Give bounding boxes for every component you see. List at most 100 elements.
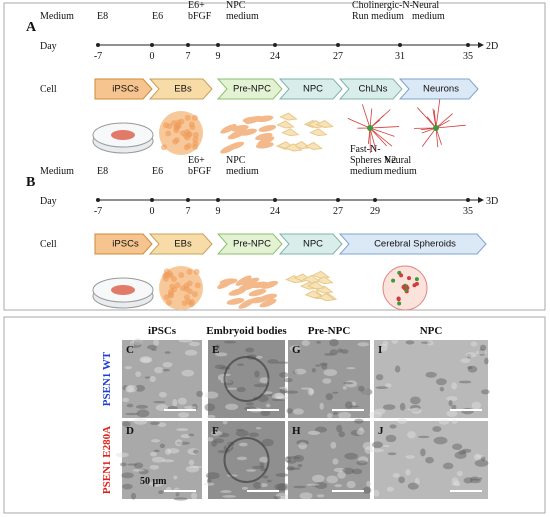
panel-letter: E bbox=[212, 344, 219, 356]
texture bbox=[173, 475, 178, 480]
texture bbox=[277, 483, 290, 491]
medium-label: E6 bbox=[152, 166, 163, 177]
texture bbox=[210, 430, 223, 436]
dimension: 3D bbox=[486, 196, 498, 207]
texture bbox=[481, 389, 490, 395]
neurite bbox=[421, 127, 437, 147]
texture bbox=[225, 403, 239, 410]
texture bbox=[279, 387, 288, 394]
texture bbox=[121, 472, 134, 479]
texture bbox=[235, 428, 245, 432]
spheroid-cell bbox=[407, 276, 412, 281]
protocol-box bbox=[3, 2, 546, 311]
texture bbox=[321, 363, 328, 370]
neurite bbox=[369, 108, 373, 129]
neurite bbox=[435, 124, 466, 129]
texture bbox=[399, 402, 406, 411]
texture bbox=[439, 386, 445, 392]
texture bbox=[206, 437, 214, 442]
texture bbox=[469, 478, 482, 484]
stage-arrow bbox=[148, 78, 213, 100]
micrograph-bg bbox=[122, 340, 202, 418]
medium-label: bFGF bbox=[188, 11, 212, 22]
texture bbox=[456, 470, 463, 477]
texture bbox=[379, 343, 388, 352]
micrograph: G bbox=[283, 338, 373, 419]
npc-cell bbox=[302, 274, 321, 283]
texture bbox=[325, 393, 334, 401]
texture bbox=[132, 469, 145, 472]
texture bbox=[411, 407, 422, 414]
npc-cell bbox=[304, 141, 323, 151]
texture bbox=[358, 385, 365, 392]
texture bbox=[372, 441, 383, 449]
texture bbox=[184, 349, 198, 356]
embryoid-cell bbox=[186, 268, 193, 275]
day-label: -7 bbox=[94, 51, 102, 62]
day-label: 7 bbox=[186, 206, 191, 217]
texture bbox=[130, 342, 142, 349]
row-header: PSEN1 WT bbox=[101, 351, 113, 406]
embryoid-cell bbox=[192, 143, 199, 150]
texture bbox=[319, 362, 328, 366]
panel-letter: J bbox=[378, 425, 384, 437]
texture bbox=[225, 387, 238, 390]
texture bbox=[385, 383, 392, 388]
texture bbox=[151, 348, 157, 351]
texture bbox=[261, 438, 274, 447]
neurite bbox=[347, 118, 371, 129]
texture bbox=[323, 369, 338, 376]
stage-label: iPSCs bbox=[112, 239, 139, 250]
medium-label: Neural bbox=[412, 0, 439, 11]
texture bbox=[172, 399, 178, 407]
texture bbox=[397, 418, 408, 424]
texture bbox=[465, 352, 477, 358]
spheroid-cell bbox=[396, 297, 401, 302]
colony bbox=[111, 285, 135, 295]
neurite bbox=[435, 113, 453, 129]
panel-label: B bbox=[26, 175, 35, 190]
embryoid-cell bbox=[178, 272, 185, 279]
day-label: 9 bbox=[216, 51, 221, 62]
texture bbox=[451, 382, 457, 390]
texture bbox=[357, 456, 369, 464]
texture bbox=[185, 465, 200, 473]
texture bbox=[191, 492, 198, 500]
texture bbox=[266, 394, 279, 397]
day-tick bbox=[186, 43, 190, 47]
texture bbox=[460, 358, 471, 363]
neurite bbox=[369, 114, 385, 129]
texture bbox=[144, 376, 151, 379]
neurite bbox=[369, 127, 395, 137]
texture bbox=[222, 495, 237, 498]
texture bbox=[311, 368, 316, 373]
micrograph-bg bbox=[288, 340, 370, 418]
texture bbox=[370, 448, 384, 453]
texture bbox=[407, 431, 416, 439]
texture bbox=[225, 379, 234, 386]
pre-npc-cell bbox=[260, 280, 279, 289]
texture bbox=[463, 477, 473, 484]
neurite bbox=[361, 104, 371, 129]
texture bbox=[340, 349, 349, 354]
texture bbox=[345, 380, 358, 388]
texture bbox=[262, 475, 269, 479]
texture bbox=[151, 456, 165, 463]
texture bbox=[276, 395, 290, 400]
pre-npc-cell bbox=[255, 132, 273, 141]
row-header: PSEN1 E280A bbox=[101, 426, 113, 494]
texture bbox=[133, 462, 144, 469]
texture bbox=[134, 384, 145, 392]
embryoid-cell bbox=[180, 130, 187, 137]
texture bbox=[294, 368, 307, 375]
medium-label: NPC bbox=[226, 0, 246, 11]
column-header: Pre-NPC bbox=[308, 325, 351, 337]
texture bbox=[333, 467, 346, 473]
neurite bbox=[369, 127, 387, 147]
embryoid-cell bbox=[181, 300, 188, 307]
day-tick bbox=[216, 198, 220, 202]
texture bbox=[420, 341, 432, 344]
texture bbox=[346, 480, 356, 489]
texture bbox=[334, 483, 343, 488]
pre-npc-cell bbox=[258, 124, 277, 132]
